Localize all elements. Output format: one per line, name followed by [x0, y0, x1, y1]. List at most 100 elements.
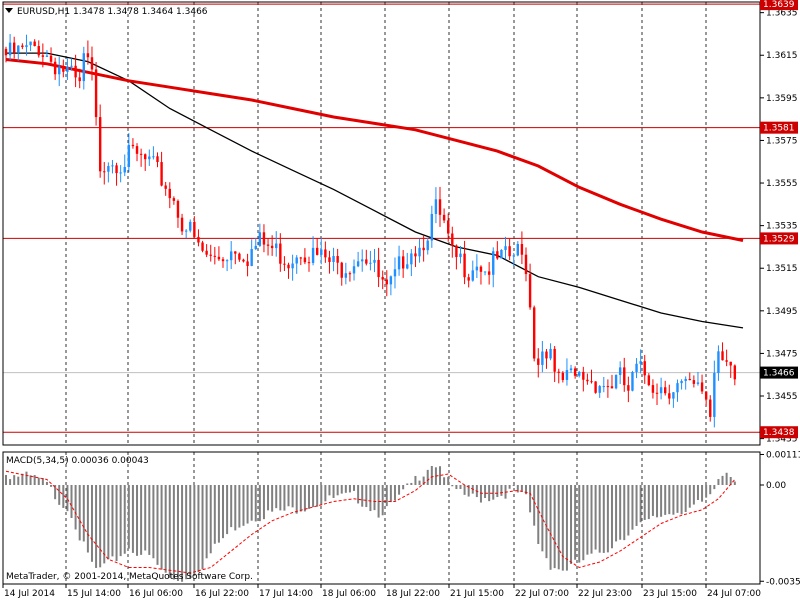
candle-body: [459, 253, 462, 258]
macd-bar: [5, 474, 7, 485]
candle-body: [234, 251, 237, 254]
candle-body: [721, 351, 724, 361]
macd-bar: [99, 485, 102, 568]
candle-body: [160, 162, 163, 186]
macd-bar: [160, 485, 163, 570]
macd-bar: [545, 485, 548, 559]
macd-bar: [344, 485, 347, 493]
candle-body: [295, 257, 298, 264]
macd-bar: [484, 485, 487, 499]
macd-bar: [262, 485, 265, 520]
candle-body: [33, 41, 36, 47]
x-tick-label: 15 Jul 14:00: [67, 589, 121, 599]
candle-body: [684, 378, 687, 381]
candle-body: [389, 276, 393, 285]
macd-bar: [189, 485, 192, 578]
macd-bar: [451, 485, 454, 487]
macd-bar: [602, 485, 605, 553]
candle-body: [270, 245, 274, 249]
macd-bar: [340, 485, 343, 494]
macd-bar: [201, 485, 204, 570]
candle-body: [426, 240, 429, 251]
y-tick-label: 1.3555: [766, 179, 798, 189]
candle-body: [70, 65, 73, 67]
macd-bar: [709, 485, 712, 495]
macd-bar: [430, 465, 433, 485]
candle-body: [733, 365, 737, 380]
macd-bar: [516, 485, 519, 493]
candle-body: [590, 381, 593, 383]
level-tag-label: 1.3529: [763, 234, 795, 244]
candle-body: [655, 392, 659, 394]
macd-bar: [643, 485, 646, 520]
candle-body: [283, 263, 286, 265]
candle-body: [344, 273, 348, 278]
candle-body: [696, 382, 700, 384]
macd-bar: [176, 485, 179, 581]
macd-bar: [267, 485, 270, 511]
level-tag: [760, 121, 798, 134]
macd-bar: [500, 485, 503, 496]
horizontal-levels[interactable]: [3, 3, 760, 433]
candle-body: [623, 367, 626, 386]
dropdown-triangle-icon[interactable]: [5, 8, 13, 13]
macd-bar: [17, 476, 20, 485]
candle-body: [74, 65, 77, 78]
macd-bar: [353, 485, 356, 491]
x-tick-label: 21 Jul 15:00: [450, 589, 504, 599]
macd-bar: [111, 485, 114, 557]
candle-body: [692, 380, 696, 384]
macd-bar: [492, 485, 495, 500]
macd-bar: [729, 476, 732, 485]
macd-bar: [271, 485, 274, 512]
macd-bar: [107, 485, 110, 560]
y-tick-label: 1.3495: [766, 307, 798, 317]
candle-body: [21, 45, 24, 48]
macd-bar: [324, 485, 327, 502]
candle-body: [107, 166, 110, 172]
x-tick-label: 18 Jul 22:00: [386, 589, 440, 599]
macd-bar: [508, 485, 511, 489]
macd-bar: [701, 485, 704, 502]
candle-body: [442, 214, 446, 221]
candle-body: [201, 242, 204, 251]
macd-bar: [627, 485, 630, 536]
macd-bar: [131, 485, 134, 553]
macd-bar: [606, 485, 609, 553]
macd-bar: [185, 485, 188, 580]
macd-bar: [406, 483, 409, 485]
candle-body: [414, 253, 417, 257]
macd-bar: [140, 485, 143, 555]
candle-body: [205, 250, 208, 255]
x-tick-label: 14 Jul 2014: [4, 589, 55, 599]
candle-body: [709, 399, 712, 417]
macd-bar: [242, 485, 245, 526]
candle-body: [25, 45, 28, 48]
candle-body: [111, 165, 114, 167]
macd-bar: [95, 485, 98, 568]
candle-body: [365, 259, 368, 264]
candle-body: [410, 253, 413, 265]
macd-bar: [459, 485, 462, 489]
time-axis-ticks: 14 Jul 2014 15 Jul 14:00 16 Jul 06:00 16 Ju…: [2, 584, 761, 599]
candle-body: [328, 257, 331, 262]
macd-bar: [45, 481, 48, 485]
grid: [65, 2, 707, 584]
x-tick-label: 23 Jul 15:00: [643, 589, 697, 599]
candle-body: [361, 259, 364, 262]
candle-body: [324, 249, 327, 258]
candle-body: [688, 378, 691, 381]
candle-body: [438, 199, 442, 215]
candle-body: [275, 243, 278, 249]
candle-body: [156, 156, 159, 163]
macd-bar: [307, 485, 310, 509]
candle-body: [62, 66, 65, 72]
macd-bar: [320, 485, 323, 506]
candle-body: [635, 363, 638, 373]
candle-body: [664, 387, 667, 394]
macd-bar: [205, 485, 208, 559]
candle-body: [164, 185, 167, 189]
macd-bar: [656, 485, 659, 518]
candle-body: [541, 351, 544, 365]
